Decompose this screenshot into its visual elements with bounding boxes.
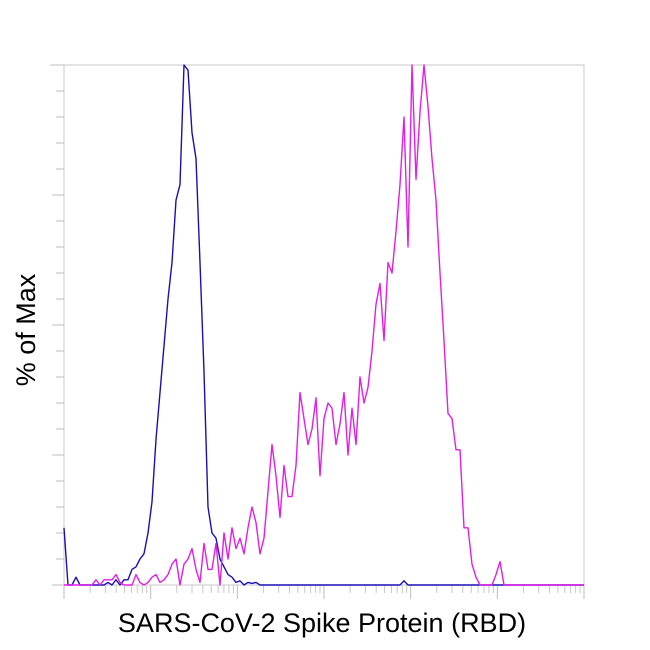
plot-frame [50,64,585,586]
plot-border [63,64,585,586]
series-line-1 [63,64,584,586]
y-axis-ticks [52,64,64,586]
x-axis-label: SARS-CoV-2 Spike Protein (RBD) [118,608,526,638]
y-axis-label: % of Max [11,273,41,386]
series-lines [63,64,584,586]
x-axis-ticks [63,585,585,599]
series-line-2 [64,64,584,586]
